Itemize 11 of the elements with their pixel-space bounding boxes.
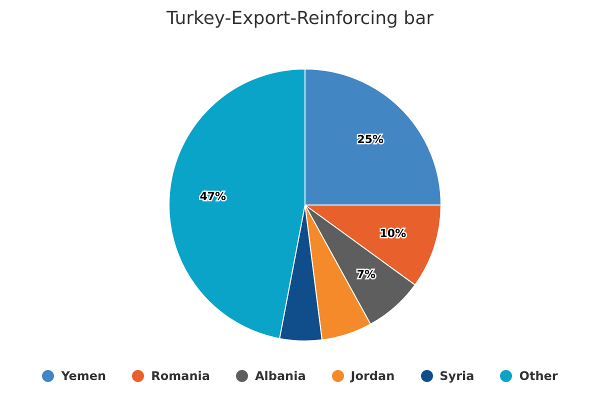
data-label: 10% (380, 227, 406, 240)
data-label: 47% (200, 190, 226, 203)
legend-label: Syria (440, 369, 474, 383)
chart-title: Turkey-Export-Reinforcing bar (165, 8, 435, 31)
legend-label: Romania (151, 369, 210, 383)
data-label: 7% (356, 268, 376, 281)
legend-label: Jordan (350, 369, 395, 383)
legend-label: Other (519, 369, 558, 383)
data-label: 25% (357, 133, 384, 146)
legend-label: Albania (254, 369, 306, 383)
legend-label: Yemen (61, 369, 106, 383)
